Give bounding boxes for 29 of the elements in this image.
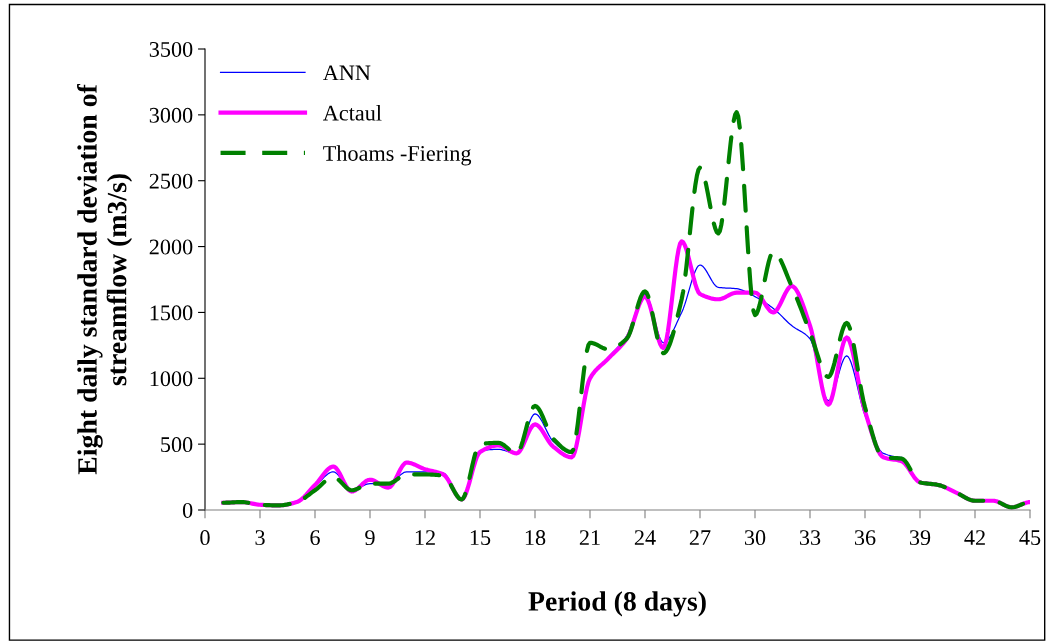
y-tick-label: 1500 xyxy=(150,305,193,321)
x-tick-label: 12 xyxy=(415,530,435,545)
y-tick-label: 2500 xyxy=(149,173,193,189)
y-tick-label: 500 xyxy=(161,437,193,453)
x-tick-label: 0 xyxy=(200,530,210,546)
legend-label: Actaul xyxy=(323,104,382,121)
x-tick-label: 21 xyxy=(579,530,600,545)
y-tick-label: 1000 xyxy=(150,371,193,387)
x-tick-label: 15 xyxy=(470,530,491,546)
x-tick-label: 18 xyxy=(525,530,546,546)
y-tick-label: 0 xyxy=(182,502,193,518)
x-tick-label: 42 xyxy=(964,530,985,545)
legend-label: ANN xyxy=(323,65,371,81)
x-tick-label: 9 xyxy=(365,530,375,546)
x-axis-title: Period (8 days) xyxy=(528,591,706,617)
x-tick-label: 39 xyxy=(909,530,931,546)
y-tick-label: 3500 xyxy=(149,41,193,57)
x-tick-label: 24 xyxy=(634,530,656,545)
y-axis-title: Eight daily standard deviation of streamflow (m3/s) xyxy=(77,83,133,475)
y-tick-label: 3000 xyxy=(149,107,193,123)
x-tick-label: 3 xyxy=(255,530,265,546)
legend-label: Thoams -Fiering xyxy=(323,145,472,166)
x-tick-label: 6 xyxy=(310,530,320,546)
x-tick-label: 27 xyxy=(689,530,711,545)
x-tick-label: 33 xyxy=(799,530,821,546)
x-tick-label: 45 xyxy=(1019,530,1041,546)
y-tick-label: 2000 xyxy=(149,239,193,255)
x-tick-label: 30 xyxy=(744,530,766,546)
x-tick-label: 36 xyxy=(854,530,876,546)
